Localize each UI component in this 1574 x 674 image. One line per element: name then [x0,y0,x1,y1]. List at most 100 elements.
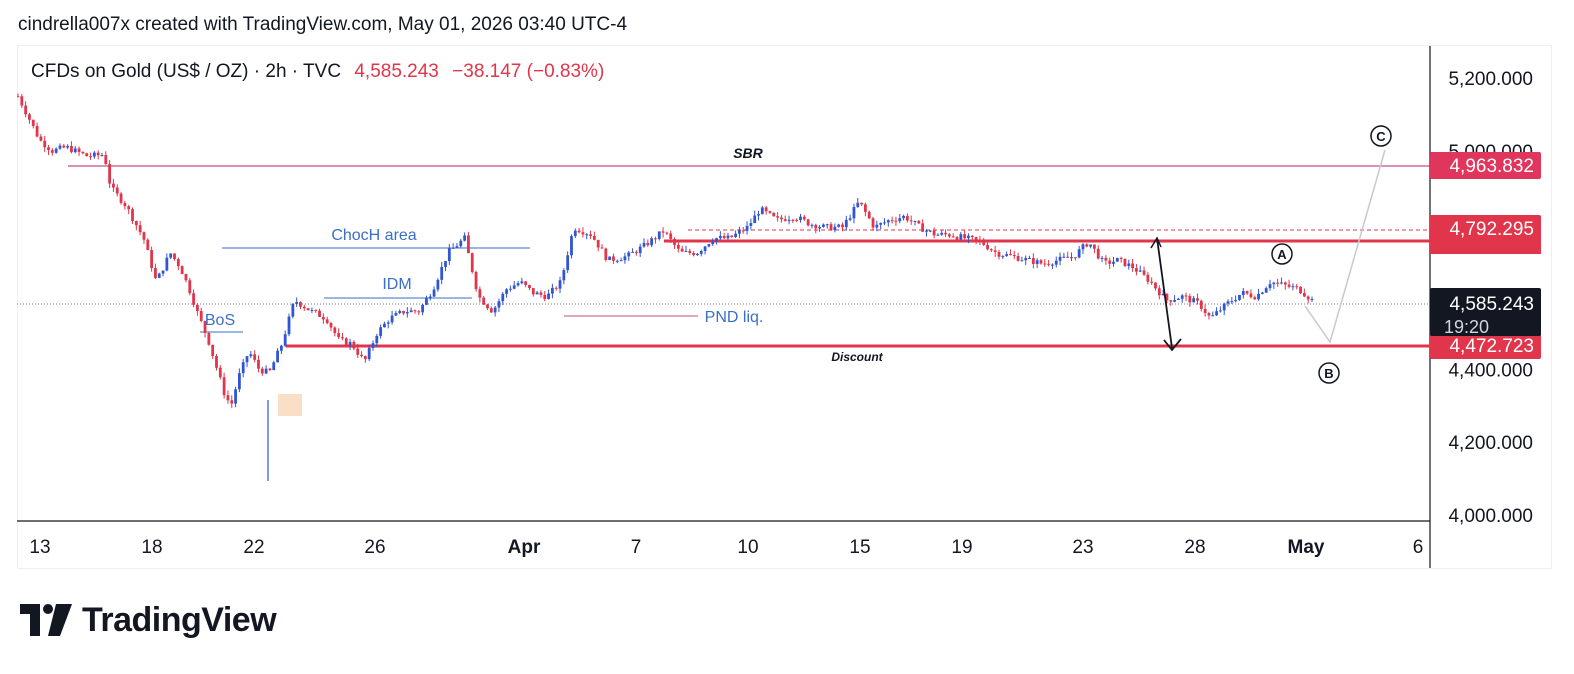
x-axis-ticks: 13 18 22 26 Apr 7 10 15 19 23 28 May 6 [29,537,1423,558]
x-tick-label: 28 [1184,537,1205,558]
candle-body [665,232,669,234]
candle-body [570,236,573,256]
candle-body [573,230,577,237]
candle-body [1142,270,1146,275]
candle-body [104,155,108,165]
candle-body [634,251,638,254]
candle-body [47,147,50,151]
candle-body [127,206,131,210]
candle-body [432,289,436,297]
candle-body [715,238,718,242]
candle-body [1230,301,1234,303]
svg-text:4,963.832: 4,963.832 [1449,156,1534,177]
candle-body [1009,254,1012,256]
candle-body [520,281,524,284]
candle-body [505,289,508,294]
candle-body [753,215,757,224]
candle-body [85,153,89,157]
candle-body [699,250,703,254]
tradingview-logo[interactable]: TradingView [20,600,277,640]
candle-body [180,266,184,275]
candle-body [188,280,192,294]
candle-body [66,146,70,148]
candle-body [814,224,818,229]
candle-body [596,239,600,248]
candle-body [474,271,478,290]
candle-body [314,309,318,311]
candle-body [646,242,650,246]
candle-body [863,204,867,212]
candle-body [921,223,925,232]
candle-body [829,224,833,231]
x-tick-label: May [1288,537,1325,558]
candle-body [730,235,734,238]
y-tick-label: 5,200.000 [1448,69,1533,90]
candle-body [974,237,978,240]
candle-body [417,311,421,313]
candle-body [1287,284,1291,287]
x-tick-label: 22 [243,537,264,558]
candle-body [245,356,249,363]
candle-body [967,235,970,239]
candle-body [142,232,146,240]
candle-body [1146,274,1150,282]
candle-body [535,292,539,295]
candle-body [196,304,199,312]
price-level-tag: 4,963.832 [1430,152,1541,179]
candle-body [1203,308,1207,314]
candle-body [463,235,467,241]
candle-body [524,281,528,286]
candle-body [913,220,917,222]
candle-body [757,214,760,216]
candle-body [192,293,195,305]
candle-body [20,96,24,106]
last-price-tag: 4,585.243 19:20 [1430,288,1541,337]
chart-frame [17,45,1552,569]
candle-body [299,302,302,307]
candle-body [337,333,341,338]
candle-body [791,219,795,221]
candle-body [940,232,944,235]
candle-body [489,308,493,313]
candle-body [1108,260,1112,264]
candle-body [134,221,138,226]
candle-body [428,296,432,299]
annotation-choch: ChocH area [331,227,416,244]
candle-body [257,359,260,369]
candle-body [1112,261,1115,264]
price-level-tags: 4,963.832 4,792.295 4,472.723 [1430,152,1541,359]
candle-body [776,216,780,218]
candle-body [341,337,344,339]
candle-body [1249,293,1253,298]
candle-body [764,207,768,212]
candle-body [1245,290,1249,294]
candle-body [577,230,581,233]
x-tick-label: 6 [1413,537,1424,558]
candle-body [1257,293,1260,300]
legend-change: −38.147 (−0.83%) [452,61,605,82]
candle-body [642,242,646,247]
candle-body [138,225,142,233]
candle-body [1241,290,1245,295]
candle-body [17,96,20,98]
candle-body [398,311,402,314]
symbol-title[interactable]: CFDs on Gold (US$ / OZ) · 2h · TVC [31,61,342,82]
hidden-level-tag [1430,240,1541,254]
candle-body [402,311,405,314]
candle-body [237,373,241,390]
candle-body [77,148,81,152]
x-tick-label: 23 [1072,537,1093,558]
candle-body [959,234,963,240]
candle-body [711,241,715,245]
candle-body [581,232,585,235]
candle-body [619,260,623,262]
candle-body [54,148,58,153]
candle-body [1035,260,1039,265]
candle-body [154,268,157,278]
candle-body [837,224,841,227]
y-tick-label: 4,200.000 [1448,433,1533,454]
candle-body [806,219,810,226]
candle-body [444,261,447,267]
candle-body [928,230,932,232]
